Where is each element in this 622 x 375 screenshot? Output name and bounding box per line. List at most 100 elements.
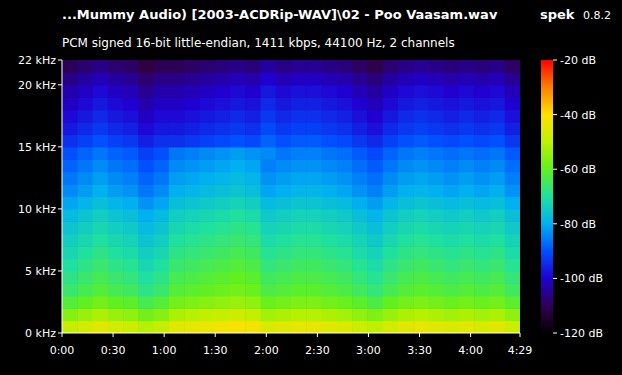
- cell: [489, 246, 505, 259]
- cell: [474, 72, 490, 85]
- cell: [62, 296, 78, 309]
- cell: [459, 271, 475, 284]
- cell: [169, 221, 185, 234]
- cell: [199, 147, 215, 160]
- cell: [77, 122, 93, 135]
- cell: [489, 159, 505, 172]
- cell: [398, 184, 414, 197]
- cell: [337, 85, 353, 98]
- cell: [413, 85, 429, 98]
- cell: [398, 147, 414, 160]
- colorbar-tick-label: -80 dB: [560, 218, 596, 231]
- cell: [489, 172, 505, 185]
- x-tick-label: 4:29: [508, 344, 533, 357]
- cell: [459, 60, 475, 73]
- cell: [230, 72, 246, 85]
- cell: [505, 159, 520, 172]
- cell: [154, 72, 170, 85]
- cell: [62, 246, 78, 259]
- cell: [169, 159, 185, 172]
- cell: [352, 283, 368, 296]
- cell: [154, 259, 170, 272]
- cell: [169, 246, 185, 259]
- cell: [123, 97, 139, 110]
- x-tick: [419, 333, 420, 337]
- cell: [428, 184, 444, 197]
- cell: [108, 85, 124, 98]
- cell: [428, 234, 444, 247]
- cell: [367, 122, 383, 135]
- cell: [184, 221, 200, 234]
- cell: [444, 209, 460, 222]
- cell: [383, 221, 399, 234]
- cell: [230, 271, 246, 284]
- cell: [383, 271, 399, 284]
- cell: [306, 172, 322, 185]
- cell: [93, 122, 109, 135]
- cell: [398, 85, 414, 98]
- cell: [413, 122, 429, 135]
- cell: [123, 110, 139, 123]
- cell: [398, 296, 414, 309]
- cell: [459, 172, 475, 185]
- cell: [93, 234, 109, 247]
- cell: [489, 60, 505, 73]
- x-tick: [266, 333, 267, 337]
- cell: [245, 72, 261, 85]
- cell: [489, 221, 505, 234]
- cell: [184, 197, 200, 210]
- cell: [459, 234, 475, 247]
- cell: [108, 308, 124, 321]
- cell: [123, 209, 139, 222]
- cell: [428, 147, 444, 160]
- colorbar-tick-label: -100 dB: [560, 272, 603, 285]
- cell: [322, 159, 338, 172]
- cell: [413, 221, 429, 234]
- cell: [184, 110, 200, 123]
- cell: [215, 110, 231, 123]
- cell: [489, 209, 505, 222]
- cell: [322, 246, 338, 259]
- cell: [138, 259, 154, 272]
- cell: [62, 283, 78, 296]
- cell: [291, 110, 307, 123]
- cell: [444, 147, 460, 160]
- cell: [383, 246, 399, 259]
- cell: [154, 172, 170, 185]
- cell: [199, 283, 215, 296]
- cell: [337, 159, 353, 172]
- cell: [138, 85, 154, 98]
- cell: [215, 296, 231, 309]
- y-tick-label: 0 kHz: [25, 327, 56, 340]
- cell: [306, 122, 322, 135]
- cell: [322, 97, 338, 110]
- cell: [444, 283, 460, 296]
- cell: [199, 122, 215, 135]
- cell: [260, 110, 276, 123]
- cell: [276, 159, 292, 172]
- cell: [138, 246, 154, 259]
- cell: [123, 134, 139, 147]
- cell: [184, 321, 200, 333]
- cell: [306, 246, 322, 259]
- x-tick-label: 0:30: [101, 344, 126, 357]
- cell: [489, 122, 505, 135]
- cell: [184, 60, 200, 73]
- cell: [505, 234, 520, 247]
- cell: [306, 209, 322, 222]
- cell: [169, 172, 185, 185]
- cell: [276, 296, 292, 309]
- cell: [367, 259, 383, 272]
- cell: [215, 234, 231, 247]
- cell: [337, 321, 353, 333]
- cell: [505, 172, 520, 185]
- cell: [367, 271, 383, 284]
- cell: [62, 234, 78, 247]
- cell: [398, 110, 414, 123]
- cell: [398, 60, 414, 73]
- cell: [199, 246, 215, 259]
- cell: [489, 197, 505, 210]
- colorbar-tick: [553, 114, 557, 115]
- cell: [276, 259, 292, 272]
- cell: [383, 147, 399, 160]
